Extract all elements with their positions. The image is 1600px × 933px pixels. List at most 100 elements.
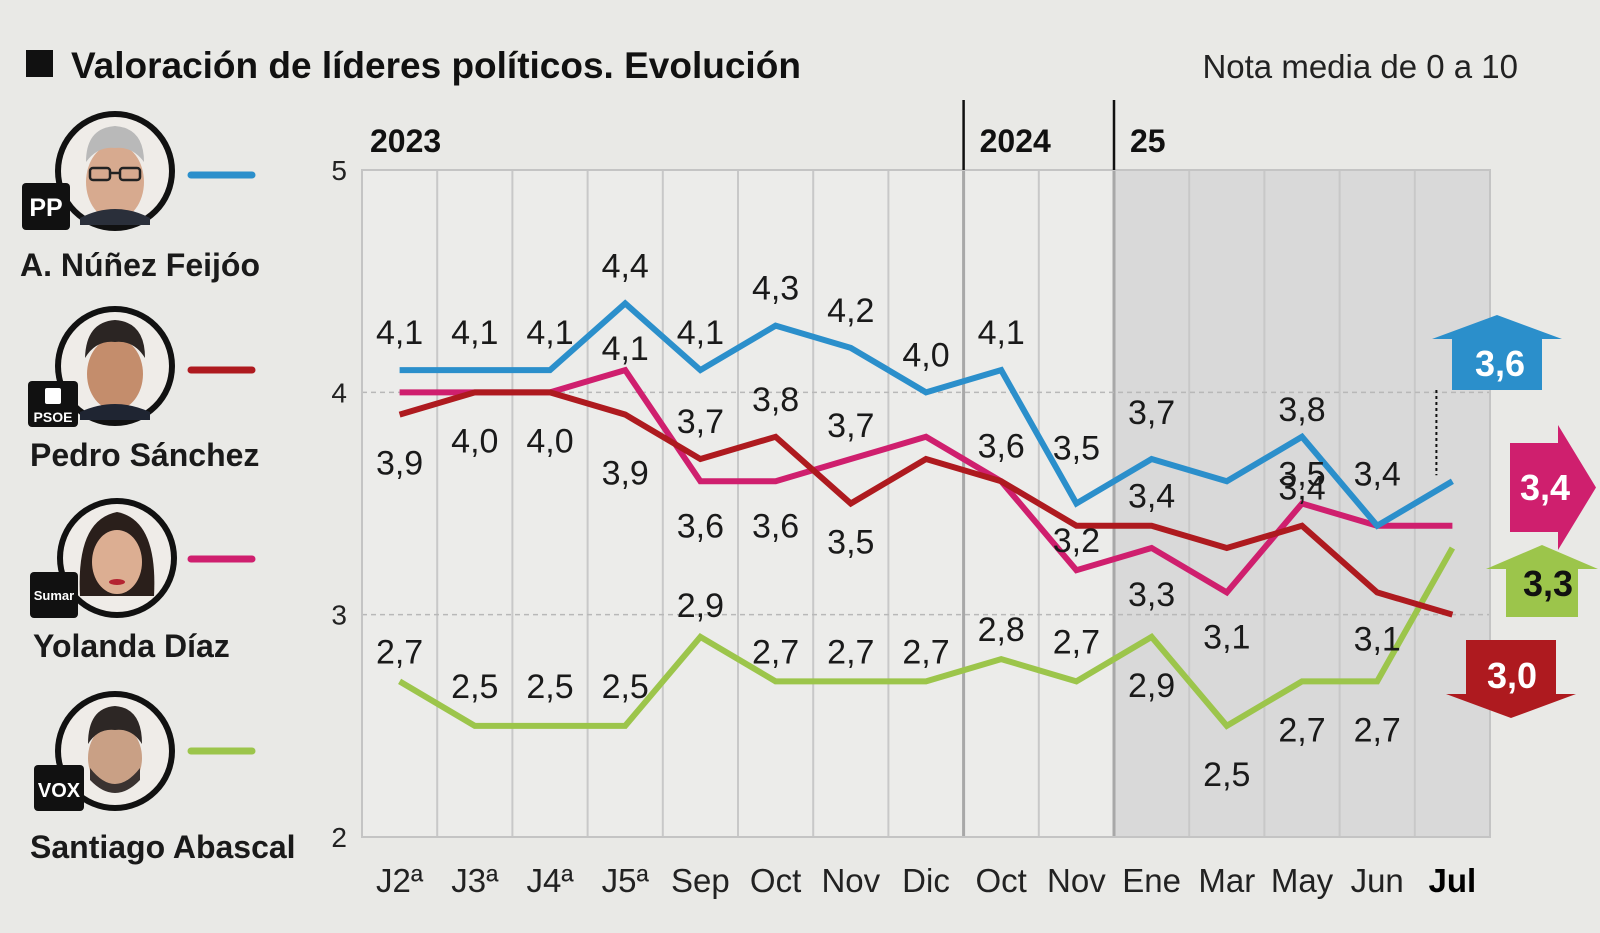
svg-text:PP: PP xyxy=(29,194,62,222)
series-line xyxy=(398,546,1456,730)
data-label: 3,6 xyxy=(752,507,799,545)
svg-text:Sumar: Sumar xyxy=(34,588,74,603)
y-tick-label: 5 xyxy=(331,155,347,186)
sumar-party-logo: Sumar xyxy=(30,572,78,618)
data-label: 4,1 xyxy=(677,314,724,352)
x-tick-label: Nov xyxy=(821,862,880,899)
final-value-label: 3,6 xyxy=(1475,343,1525,384)
data-label: 3,5 xyxy=(1278,456,1325,494)
avatar-feijoo xyxy=(55,111,175,231)
psoe-party-logo: PSOE xyxy=(28,381,78,427)
legend-item-abascal: VOX Santiago Abascal xyxy=(30,691,296,865)
data-label: 2,7 xyxy=(376,633,423,671)
final-value-marker: 3,3 xyxy=(1486,545,1598,617)
data-label: 2,7 xyxy=(902,633,949,671)
data-label: 2,7 xyxy=(752,633,799,671)
data-label: 4,3 xyxy=(752,270,799,308)
title-bullet xyxy=(26,50,53,77)
x-tick-label: May xyxy=(1271,862,1334,899)
x-tick-label: Oct xyxy=(976,862,1027,899)
legend-label-feijoo: A. Núñez Feijóo xyxy=(20,247,260,283)
x-tick-label: Oct xyxy=(750,862,801,899)
data-label: 3,8 xyxy=(752,381,799,419)
final-value-marker: 3,4 xyxy=(1510,425,1596,550)
y-tick-label: 3 xyxy=(331,600,347,631)
data-label: 2,5 xyxy=(602,668,649,706)
data-label: 3,4 xyxy=(1278,470,1325,508)
x-tick-label: Mar xyxy=(1198,862,1255,899)
data-label: 4,0 xyxy=(902,336,949,374)
data-label: 2,5 xyxy=(1203,756,1250,794)
x-tick-label: J4ª xyxy=(526,862,574,899)
data-label: 3,7 xyxy=(1128,394,1175,432)
data-label: 4,1 xyxy=(978,314,1025,352)
final-value-marker: 3,0 xyxy=(1446,640,1576,718)
x-tick-label: Nov xyxy=(1047,862,1106,899)
data-label: 2,9 xyxy=(1128,667,1175,705)
x-tick-label: Ene xyxy=(1122,862,1181,899)
data-label: 3,7 xyxy=(827,407,874,445)
data-label: 2,9 xyxy=(677,587,724,625)
data-label: 2,7 xyxy=(1354,711,1401,749)
legend-label-abascal: Santiago Abascal xyxy=(30,829,296,865)
legend-label-sanchez: Pedro Sánchez xyxy=(30,437,259,473)
data-label: 2,5 xyxy=(451,668,498,706)
data-label: 3,2 xyxy=(1053,522,1100,560)
x-tick-label: Jul xyxy=(1429,862,1477,899)
data-label: 3,6 xyxy=(677,507,724,545)
legend: PP A. Núñez Feijóo PSOE Pedro Sánchez xyxy=(20,111,296,865)
final-value-label: 3,4 xyxy=(1520,467,1570,508)
data-label: 3,8 xyxy=(1278,391,1325,429)
data-label: 3,5 xyxy=(1053,430,1100,468)
legend-label-diaz: Yolanda Díaz xyxy=(33,628,230,664)
legend-item-diaz: Sumar Yolanda Díaz xyxy=(30,498,256,664)
data-label: 3,4 xyxy=(1354,456,1401,494)
data-label: 4,0 xyxy=(526,422,573,460)
final-value-marker: 3,6 xyxy=(1432,315,1562,390)
data-label: 4,2 xyxy=(827,292,874,330)
chart-subtitle: Nota media de 0 a 10 xyxy=(1202,48,1518,85)
avatar-sanchez xyxy=(55,306,175,426)
data-label: 3,3 xyxy=(1128,576,1175,614)
series-line xyxy=(398,389,1454,618)
avatar-abascal xyxy=(55,691,175,811)
y-tick-label: 2 xyxy=(331,822,347,853)
data-label: 3,1 xyxy=(1354,620,1401,658)
year-label: 2023 xyxy=(370,123,441,159)
final-value-label: 3,3 xyxy=(1523,563,1573,604)
legend-item-sanchez: PSOE Pedro Sánchez xyxy=(28,306,259,473)
year-label: 2024 xyxy=(980,123,1051,159)
data-label: 2,7 xyxy=(1278,711,1325,749)
vox-party-logo: VOX xyxy=(34,765,84,811)
x-tick-label: J2ª xyxy=(376,862,424,899)
final-value-label: 3,0 xyxy=(1487,655,1537,696)
data-label: 2,8 xyxy=(978,611,1025,649)
svg-text:PSOE: PSOE xyxy=(34,409,73,425)
x-tick-label: J3ª xyxy=(451,862,499,899)
legend-item-feijoo: PP A. Núñez Feijóo xyxy=(20,111,260,283)
data-label: 3,4 xyxy=(1128,478,1175,516)
x-tick-label: Sep xyxy=(671,862,730,899)
data-label: 2,7 xyxy=(827,633,874,671)
plot-area: 2 3 4 5 2023 2024 25 J2ª J3ª J4ª J5ª Sep Oct Nov Dic Oc… xyxy=(331,100,1598,899)
data-label: 4,1 xyxy=(602,330,649,368)
chart-title: Valoración de líderes políticos. Evoluci… xyxy=(71,45,801,86)
year-label: 25 xyxy=(1130,123,1166,159)
data-label: 3,5 xyxy=(827,524,874,562)
pp-party-logo: PP xyxy=(22,183,70,230)
data-label: 3,7 xyxy=(677,403,724,441)
data-label: 2,5 xyxy=(526,668,573,706)
data-label: 3,9 xyxy=(376,445,423,483)
y-tick-label: 4 xyxy=(331,377,347,408)
x-tick-label: Jun xyxy=(1351,862,1404,899)
data-label: 2,7 xyxy=(1053,623,1100,661)
data-label: 3,9 xyxy=(602,455,649,493)
data-label: 3,6 xyxy=(978,427,1025,465)
x-tick-label: J5ª xyxy=(602,862,650,899)
data-label: 4,0 xyxy=(451,422,498,460)
data-label: 4,1 xyxy=(376,314,423,352)
data-label: 4,1 xyxy=(451,314,498,352)
avatar-diaz xyxy=(57,498,177,618)
data-label: 4,1 xyxy=(526,314,573,352)
